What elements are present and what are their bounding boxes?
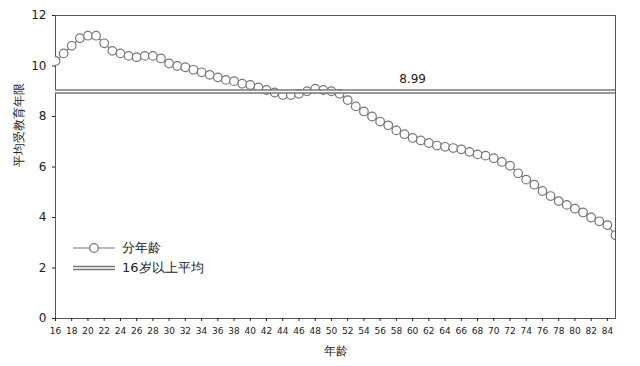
svg-text:10: 10 bbox=[31, 59, 46, 73]
svg-text:80: 80 bbox=[569, 326, 581, 336]
svg-text:18: 18 bbox=[66, 326, 78, 336]
svg-text:64: 64 bbox=[439, 326, 451, 336]
svg-text:6: 6 bbox=[39, 160, 47, 174]
svg-text:28: 28 bbox=[147, 326, 159, 336]
svg-text:32: 32 bbox=[180, 326, 191, 336]
svg-text:4: 4 bbox=[39, 210, 47, 224]
svg-text:8.99: 8.99 bbox=[399, 72, 426, 86]
svg-text:60: 60 bbox=[407, 326, 419, 336]
svg-text:70: 70 bbox=[488, 326, 500, 336]
svg-text:36: 36 bbox=[212, 326, 224, 336]
svg-text:40: 40 bbox=[245, 326, 257, 336]
svg-text:78: 78 bbox=[553, 326, 565, 336]
svg-text:26: 26 bbox=[131, 326, 143, 336]
svg-text:0: 0 bbox=[39, 311, 47, 325]
html-text:分年龄: 分年龄 bbox=[122, 240, 161, 255]
svg-text:62: 62 bbox=[423, 326, 434, 336]
svg-text:2: 2 bbox=[39, 261, 47, 275]
svg-text:72: 72 bbox=[504, 326, 515, 336]
svg-text:44: 44 bbox=[277, 326, 289, 336]
svg-text:74: 74 bbox=[520, 326, 532, 336]
svg-text:16: 16 bbox=[50, 326, 62, 336]
svg-text:48: 48 bbox=[309, 326, 321, 336]
svg-text:20: 20 bbox=[82, 326, 94, 336]
svg-text:68: 68 bbox=[472, 326, 484, 336]
svg-text:84: 84 bbox=[602, 326, 614, 336]
svg-text:8: 8 bbox=[39, 109, 47, 123]
svg-text:66: 66 bbox=[456, 326, 468, 336]
svg-text:年龄: 年龄 bbox=[324, 344, 348, 358]
svg-text:42: 42 bbox=[261, 326, 272, 336]
svg-text:平均受教育年限: 平均受教育年限 bbox=[12, 83, 26, 167]
svg-text:46: 46 bbox=[293, 326, 305, 336]
svg-text:12: 12 bbox=[31, 8, 46, 22]
svg-text:82: 82 bbox=[585, 326, 596, 336]
svg-text:52: 52 bbox=[342, 326, 353, 336]
svg-text:24: 24 bbox=[115, 326, 127, 336]
svg-text:38: 38 bbox=[228, 326, 240, 336]
svg-text:54: 54 bbox=[358, 326, 370, 336]
svg-text:56: 56 bbox=[374, 326, 386, 336]
svg-text:30: 30 bbox=[163, 326, 175, 336]
html-text:16岁以上平均: 16岁以上平均 bbox=[122, 260, 204, 275]
svg-text:34: 34 bbox=[196, 326, 208, 336]
svg-text:22: 22 bbox=[98, 326, 109, 336]
svg-text:58: 58 bbox=[391, 326, 403, 336]
svg-text:76: 76 bbox=[537, 326, 549, 336]
svg-text:50: 50 bbox=[326, 326, 338, 336]
